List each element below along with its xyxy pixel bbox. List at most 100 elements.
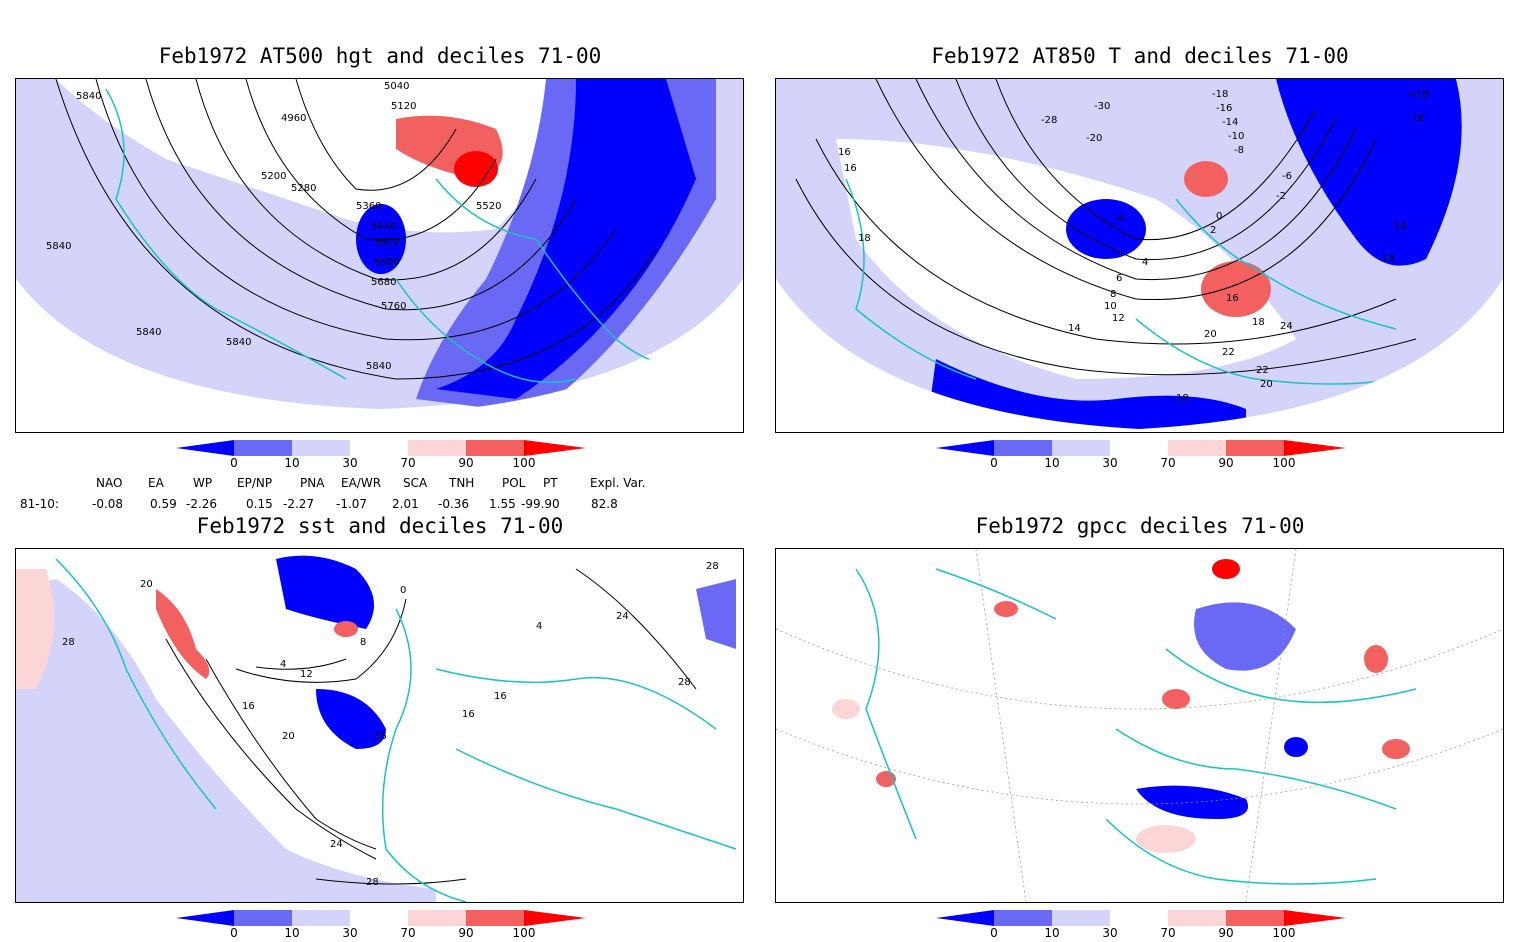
colorbar-tick: 70	[400, 456, 416, 470]
area-cold-east	[696, 579, 736, 649]
color-swatch-70	[408, 440, 466, 456]
contour-label: 5840	[226, 337, 251, 348]
index-header: PNA	[300, 476, 325, 490]
color-swatch-100	[524, 910, 586, 926]
color-swatch-10	[994, 910, 1052, 926]
colorbar-tick: 0	[230, 926, 238, 940]
colorbar-sst: 0 10 30 70 90 100	[176, 910, 586, 942]
colorbar-gpcc: 0 10 30 70 90 100	[936, 910, 1346, 942]
color-swatch-mid	[1110, 910, 1168, 926]
colorbar-swatches	[936, 440, 1346, 456]
contour-label: 5200	[261, 171, 286, 182]
contour-label: 18	[1382, 253, 1395, 264]
graticule	[776, 549, 1503, 902]
contour-label: 5360	[356, 201, 381, 212]
area-lowest-decile	[436, 79, 696, 399]
contour-label: 22	[1256, 365, 1269, 376]
contour-label: 24	[616, 611, 629, 622]
contour-label: 5760	[381, 301, 406, 312]
contour-label: 5680	[371, 277, 396, 288]
color-swatch-70	[1168, 440, 1226, 456]
contour-label: 8	[1110, 289, 1116, 300]
coastlines	[845, 178, 1397, 385]
colorbar-tick: 100	[512, 926, 536, 940]
map-500hgt-svg: 5840 4960 5040 5120 5200 5280 5360 5440 …	[16, 79, 743, 414]
contour-label: 6	[1116, 273, 1122, 284]
contour-label: 12	[1112, 313, 1125, 324]
contour-label: 28	[366, 877, 379, 888]
area-cold-north	[276, 555, 374, 629]
contour-label: 5520	[374, 237, 399, 248]
color-swatch-0	[936, 440, 994, 456]
contour-label: 28	[706, 561, 719, 572]
area-warm-patch	[334, 621, 358, 637]
contour-label: 4	[536, 621, 542, 632]
contour-label: 24	[330, 839, 343, 850]
area-low-decile	[1066, 199, 1146, 259]
contour-label: -8	[1234, 145, 1244, 156]
colorbar-tick: 30	[342, 926, 358, 940]
index-header: TNH	[449, 476, 475, 490]
contour-label: 16	[1412, 113, 1425, 124]
contour-label: 14	[1068, 323, 1081, 334]
colorbar-tick: 90	[1218, 926, 1234, 940]
contour-label: 5440	[371, 221, 396, 232]
colorbar-tick: 90	[458, 926, 474, 940]
contour-lines	[165, 568, 697, 885]
contour-label: 4	[280, 659, 286, 670]
color-swatch-10	[994, 440, 1052, 456]
contour-label: 14	[1394, 221, 1407, 232]
index-value: 0.15	[246, 497, 273, 511]
index-value: 82.8	[591, 497, 618, 511]
colorbar-swatches	[176, 440, 586, 456]
map-gpcc-svg	[776, 549, 1503, 902]
contour-label: 18	[1176, 393, 1189, 404]
index-value: 2.01	[392, 497, 419, 511]
contour-label: 28	[62, 637, 75, 648]
colorbar-tick: 30	[1102, 926, 1118, 940]
contour-label: 16	[374, 731, 387, 742]
colorbar-tick: 100	[512, 456, 536, 470]
contour-label: 4960	[281, 113, 306, 124]
contour-label: 16	[242, 701, 255, 712]
contour-label: -4	[1114, 213, 1124, 224]
contour-label: -18	[1212, 89, 1228, 100]
contour-label: 5840	[76, 91, 101, 102]
color-swatch-90	[466, 910, 524, 926]
index-header: WP	[193, 476, 213, 490]
map-panel-gpcc	[775, 548, 1504, 903]
colorbar-tick: 10	[1044, 926, 1060, 940]
contour-label: 5520	[476, 201, 501, 212]
contour-label: 5120	[391, 101, 416, 112]
contour-label: 20	[1204, 329, 1217, 340]
contour-label: 16	[494, 691, 507, 702]
index-row-label: 81-10:	[20, 497, 59, 511]
contour-label: 18	[1252, 317, 1265, 328]
colorbar-tick: 10	[1044, 456, 1060, 470]
colorbar-tick: 0	[990, 456, 998, 470]
color-swatch-0	[936, 910, 994, 926]
contour-label: 18	[858, 233, 871, 244]
colorbar-swatches	[936, 910, 1346, 926]
contour-label: 5600	[374, 257, 399, 268]
index-value: -0.36	[438, 497, 470, 511]
colorbar-tick: 0	[990, 926, 998, 940]
colorbar-tick: 0	[230, 456, 238, 470]
contour-label: 5840	[46, 241, 71, 252]
color-swatch-mid	[1110, 440, 1168, 456]
contour-label: -2	[1276, 191, 1286, 202]
contour-label: 16	[838, 147, 851, 158]
color-swatch-10	[234, 440, 292, 456]
index-header: SCA	[403, 476, 428, 490]
index-value: 1.55	[489, 497, 516, 511]
colorbar-tick: 90	[1218, 456, 1234, 470]
index-header: POL	[502, 476, 526, 490]
colorbar-tick: 100	[1272, 926, 1296, 940]
area-highest-decile	[454, 151, 498, 187]
colorbar-tick: 90	[458, 456, 474, 470]
contour-label: 16	[844, 163, 857, 174]
contour-label: 2	[1210, 225, 1216, 236]
contour-label: -16	[1216, 103, 1232, 114]
colorbar-tick: 30	[1102, 456, 1118, 470]
map-panel-sst: 20 28 0 8 4 12 16 20 24 28 24 28 16 16 1…	[15, 548, 744, 903]
